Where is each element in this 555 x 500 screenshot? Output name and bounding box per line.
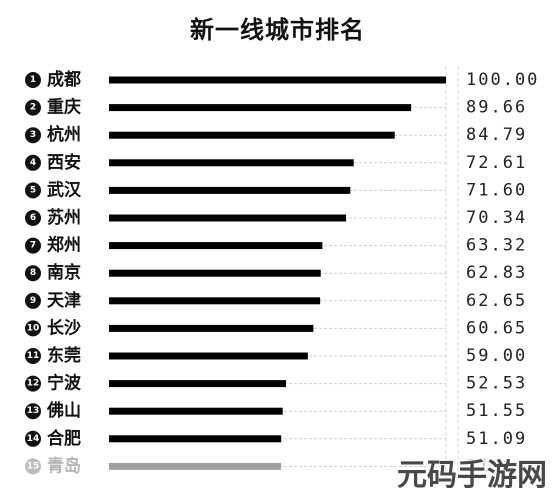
bar-6 [109, 214, 347, 222]
category-label: 苏州 [47, 207, 81, 228]
rank-badge-icon [25, 182, 41, 199]
rank-number: 10 [27, 323, 40, 333]
bar-1 [109, 76, 446, 84]
value-label: 100.00 [466, 70, 539, 90]
category-label: 西安 [47, 152, 81, 173]
category-label: 东莞 [47, 345, 81, 366]
value-label: 84.79 [466, 125, 527, 145]
value-label: 59.00 [466, 346, 527, 366]
bar-11 [109, 352, 308, 360]
category-label: 长沙 [47, 317, 81, 338]
watermark-logo: 元码手游网 [397, 458, 547, 493]
value-label: 62.65 [466, 291, 527, 311]
category-label: 佛山 [46, 400, 81, 421]
category-label: 青岛 [47, 455, 81, 476]
category-label: 重庆 [47, 97, 81, 118]
value-label: 89.66 [466, 98, 527, 118]
bar-9 [109, 297, 321, 305]
rank-number: 12 [27, 379, 40, 389]
category-label: 合肥 [47, 428, 81, 449]
value-label: 71.60 [466, 180, 527, 200]
rank-badge-icon [25, 458, 41, 475]
bar-12 [109, 380, 287, 388]
value-label: 51.0 [466, 456, 515, 476]
category-label: 南京 [47, 262, 81, 283]
rank-number: 11 [27, 351, 40, 361]
value-label: 63.32 [466, 236, 527, 256]
rank-number: 7 [30, 241, 36, 251]
chart-title: 新一线城市排名 [190, 16, 365, 44]
rank-number: 15 [27, 461, 40, 471]
value-label: 51.09 [466, 429, 527, 449]
rank-badge-icon [25, 375, 41, 392]
rank-badge-icon [25, 127, 41, 144]
rank-badge-icon [25, 237, 41, 254]
bar-5 [109, 186, 351, 194]
rank-number: 4 [30, 158, 36, 168]
value-label: 70.34 [466, 208, 527, 228]
value-label: 72.61 [466, 153, 527, 173]
rank-number: 9 [30, 296, 36, 306]
bar-2 [109, 104, 412, 112]
bar-8 [109, 269, 321, 277]
rank-badge-icon [25, 430, 41, 447]
rank-number: 5 [30, 185, 36, 195]
bar-10 [109, 324, 314, 332]
category-label: 天津 [47, 290, 81, 311]
rank-number: 6 [30, 213, 36, 223]
value-label: 52.53 [466, 374, 527, 394]
bar-3 [109, 131, 395, 139]
category-label: 宁波 [47, 373, 82, 394]
rank-badge-icon [25, 99, 41, 116]
rank-badge-icon [25, 320, 41, 337]
rank-badge-icon [25, 72, 41, 88]
rank-badge-icon [25, 403, 41, 420]
value-label: 60.65 [466, 318, 527, 338]
bar-7 [109, 242, 323, 250]
rank-badge-icon [25, 210, 41, 226]
value-label: 62.83 [466, 263, 527, 283]
category-label: 成都 [47, 69, 81, 90]
rank-number: 14 [27, 434, 40, 444]
bar-4 [109, 159, 354, 167]
rank-badge-icon [25, 265, 41, 282]
bar-14 [109, 435, 282, 443]
bar-15 [109, 462, 282, 470]
value-label: 51.55 [466, 401, 527, 421]
rank-number: 2 [30, 103, 36, 113]
rank-badge-icon [25, 348, 41, 364]
category-label: 郑州 [47, 235, 81, 256]
rank-badge-icon [25, 292, 41, 309]
rank-number: 8 [30, 268, 36, 278]
bar-13 [109, 407, 283, 415]
rank-badge-icon [25, 154, 41, 171]
rank-number: 1 [30, 75, 36, 85]
category-label: 杭州 [47, 124, 81, 145]
rank-number: 3 [30, 130, 36, 140]
rank-number: 13 [27, 406, 40, 416]
category-label: 武汉 [47, 179, 82, 200]
